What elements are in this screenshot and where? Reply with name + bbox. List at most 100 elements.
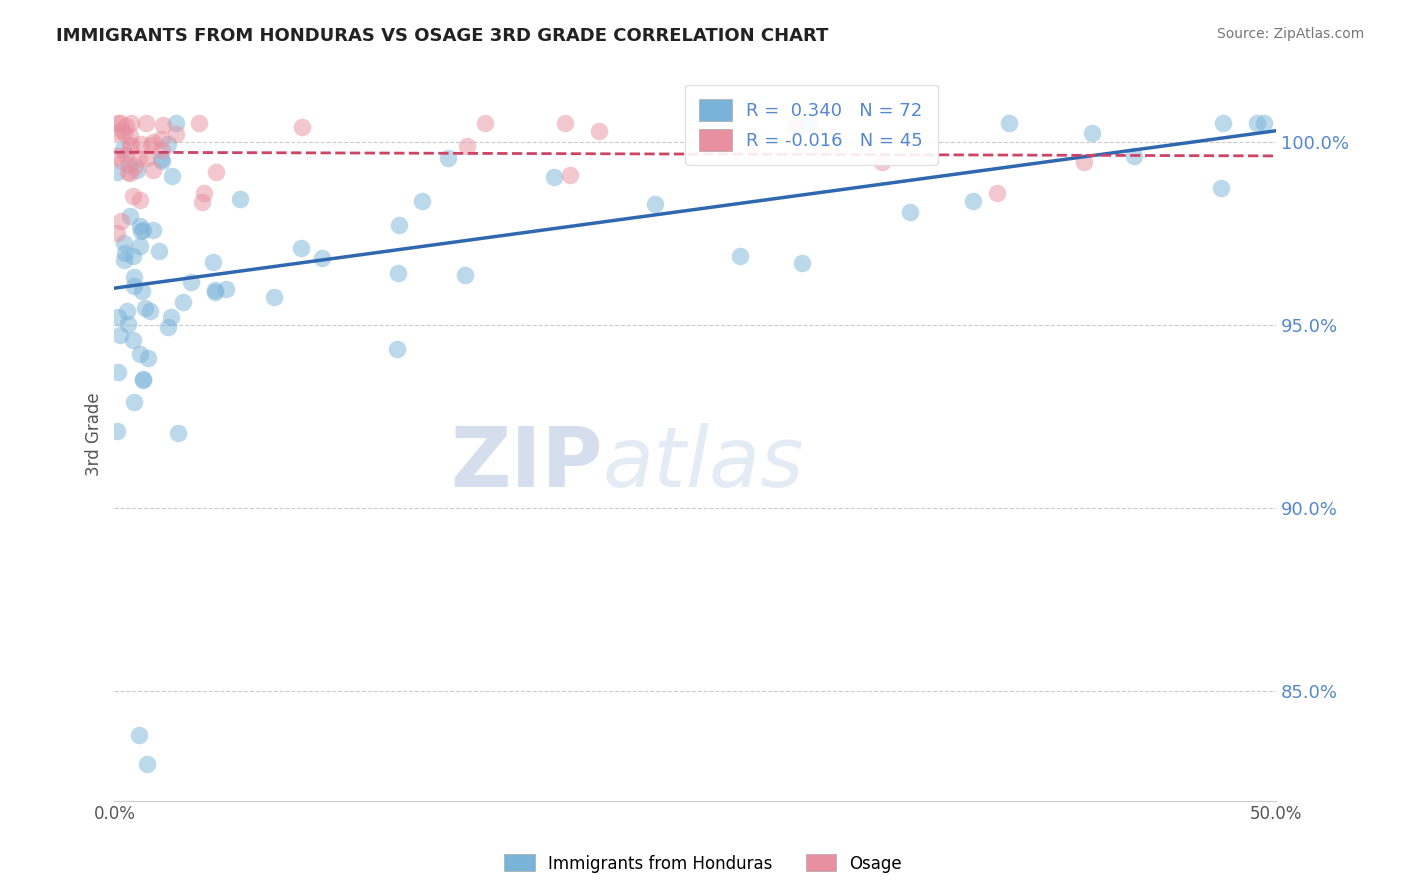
Text: Source: ZipAtlas.com: Source: ZipAtlas.com [1216,27,1364,41]
Point [728,249,751,263]
Point [117,165,139,179]
Point [172,294,194,309]
Point [135,151,157,165]
Point [560,169,582,183]
Point [205,165,228,179]
Point [1212,116,1234,130]
Point [149,132,172,146]
Point [156,319,179,334]
Point [215,281,238,295]
Point [165,127,187,141]
Point [388,219,411,233]
Point [129,238,152,252]
Point [117,318,139,332]
Point [117,158,139,172]
Point [120,138,142,153]
Point [142,135,165,149]
Point [105,149,128,163]
Point [122,188,145,202]
Point [998,116,1021,130]
Point [165,116,187,130]
Point [112,126,135,140]
Text: IMMIGRANTS FROM HONDURAS VS OSAGE 3RD GRADE CORRELATION CHART: IMMIGRANTS FROM HONDURAS VS OSAGE 3RD GR… [56,27,828,45]
Point [387,266,409,280]
Point [134,301,156,315]
Point [114,119,136,133]
Point [118,129,141,144]
Point [132,373,155,387]
Point [454,268,477,283]
Point [114,246,136,260]
Text: ZIP: ZIP [450,424,602,504]
Point [110,116,132,130]
Text: atlas: atlas [602,424,804,504]
Point [111,123,134,137]
Point [121,248,143,262]
Point [117,303,139,318]
Point [436,151,458,165]
Point [290,120,312,134]
Point [148,244,170,258]
Point [128,728,150,742]
Point [131,223,153,237]
Point [162,169,184,183]
Point [110,214,132,228]
Point [193,186,215,200]
Point [139,304,162,318]
Point [962,194,984,208]
Point [543,170,565,185]
Point [187,116,209,130]
Point [204,285,226,299]
Point [986,186,1008,200]
Legend: Immigrants from Honduras, Osage: Immigrants from Honduras, Osage [498,847,908,880]
Point [105,165,128,179]
Point [129,193,152,207]
Point [142,162,165,177]
Point [554,116,576,130]
Point [152,118,174,132]
Point [644,197,666,211]
Point [872,155,894,169]
Point [202,255,225,269]
Point [128,219,150,233]
Point [1246,116,1268,130]
Point [132,372,155,386]
Point [125,163,148,178]
Point [107,116,129,130]
Point [166,426,188,441]
Point [1081,126,1104,140]
Point [120,138,142,153]
Point [263,290,285,304]
Point [1209,181,1232,195]
Point [456,139,478,153]
Point [107,365,129,379]
Point [111,142,134,156]
Point [128,151,150,165]
Point [142,223,165,237]
Point [204,284,226,298]
Point [105,126,128,140]
Point [135,757,157,772]
Point [588,124,610,138]
Point [385,343,408,357]
Point [105,424,128,438]
Point [139,137,162,152]
Point [122,333,145,347]
Point [115,147,138,161]
Point [311,252,333,266]
Point [135,116,157,130]
Point [796,116,818,130]
Point [114,253,136,268]
Point [107,310,129,325]
Point [120,209,142,223]
Point [129,224,152,238]
Point [124,160,146,174]
Point [229,192,252,206]
Point [1253,116,1275,130]
Point [129,136,152,151]
Point [290,241,312,255]
Point [124,269,146,284]
Point [122,279,145,293]
Legend: R =  0.340   N = 72, R = -0.016   N = 45: R = 0.340 N = 72, R = -0.016 N = 45 [685,85,938,165]
Point [149,152,172,166]
